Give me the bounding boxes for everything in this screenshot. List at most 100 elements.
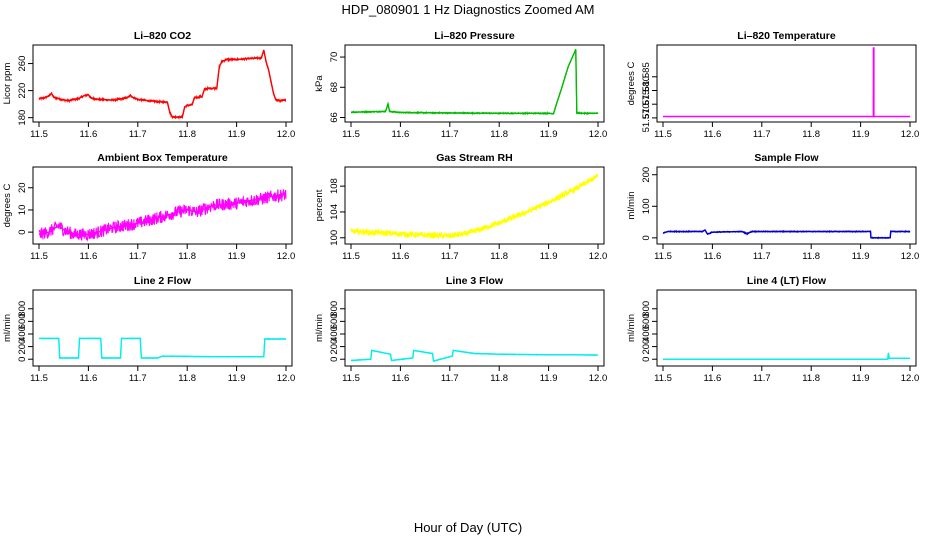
x-tick-label: 11.7 bbox=[753, 129, 771, 140]
x-tick-label: 11.7 bbox=[129, 251, 147, 262]
y-tick-label: 260 bbox=[17, 56, 28, 72]
series-line bbox=[38, 337, 287, 360]
panel-pressure: Li–820 Pressure 11.5 11.6 11.7 11.8 11.9 12.0 6… bbox=[314, 30, 607, 140]
y-axis-label: degrees C bbox=[2, 183, 13, 227]
panel-line2: Line 2 Flow 11.5 11.6 11.7 11.8 11.9 12.0 0 2004… bbox=[2, 275, 295, 384]
x-tick-label: 11.9 bbox=[540, 129, 558, 140]
panel-title: Line 3 Flow bbox=[446, 275, 504, 287]
x-tick-label: 11.5 bbox=[342, 251, 360, 262]
y-tick-label: 200 bbox=[329, 339, 340, 355]
panel-line4: Line 4 (LT) Flow 11.5 11.6 11.7 11.8 11.9 12.0… bbox=[626, 275, 919, 384]
x-tick-label: 11.6 bbox=[704, 129, 722, 140]
figure-title: HDP_080901 1 Hz Diagnostics Zoomed AM bbox=[342, 2, 595, 17]
x-tick-label: 12.0 bbox=[277, 251, 296, 262]
x-tick-label: 11.6 bbox=[80, 251, 98, 262]
x-tick-label: 11.8 bbox=[802, 251, 820, 262]
y-tick-label: 20 bbox=[17, 182, 28, 193]
x-tick-label: 11.7 bbox=[441, 373, 459, 384]
x-tick-label: 11.8 bbox=[490, 251, 508, 262]
y-tick-label: 200 bbox=[641, 167, 652, 183]
plot-frame bbox=[344, 289, 605, 367]
x-tick-label: 11.5 bbox=[654, 129, 672, 140]
y-tick-label: 51.575 bbox=[641, 90, 652, 119]
y-tick-label: 800 bbox=[329, 301, 340, 317]
x-tick-label: 11.7 bbox=[753, 251, 771, 262]
y-tick-label: 180 bbox=[17, 110, 28, 126]
x-tick-label: 11.9 bbox=[852, 129, 870, 140]
x-tick-label: 12.0 bbox=[277, 373, 296, 384]
y-axis-label: degrees C bbox=[626, 61, 637, 105]
series-vertices bbox=[38, 49, 287, 118]
y-tick-label: 66 bbox=[329, 112, 340, 123]
plot-frame bbox=[344, 166, 605, 245]
x-tick-label: 12.0 bbox=[901, 129, 920, 140]
x-tick-label: 11.6 bbox=[80, 373, 98, 384]
x-tick-label: 11.7 bbox=[441, 129, 459, 140]
y-tick-label: 104 bbox=[329, 204, 340, 220]
x-tick-label: 11.5 bbox=[654, 373, 672, 384]
series-vertices bbox=[39, 337, 286, 359]
panel-title: Sample Flow bbox=[754, 152, 819, 164]
x-tick-label: 11.9 bbox=[228, 373, 246, 384]
y-axis-label: ml/min bbox=[626, 192, 637, 220]
panel-title: Line 4 (LT) Flow bbox=[747, 275, 827, 287]
series-line bbox=[350, 173, 599, 240]
x-tick-label: 11.7 bbox=[129, 373, 147, 384]
y-tick-label: 100 bbox=[329, 230, 340, 246]
x-tick-label: 12.0 bbox=[589, 373, 608, 384]
x-tick-label: 11.6 bbox=[392, 373, 410, 384]
series-vertices bbox=[38, 193, 287, 235]
series-vertices bbox=[663, 47, 910, 118]
y-tick-label: 0 bbox=[17, 357, 28, 362]
y-tick-label: 0 bbox=[641, 235, 652, 240]
x-tick-label: 11.9 bbox=[540, 373, 558, 384]
x-tick-label: 12.0 bbox=[589, 251, 608, 262]
panel-title: Line 2 Flow bbox=[134, 275, 192, 287]
series-vertices bbox=[350, 49, 598, 115]
x-tick-label: 11.9 bbox=[228, 129, 246, 140]
y-tick-label: 600 bbox=[641, 313, 652, 329]
x-tick-label: 11.7 bbox=[441, 251, 459, 262]
x-tick-label: 11.5 bbox=[342, 129, 360, 140]
x-tick-label: 11.5 bbox=[30, 251, 48, 262]
x-tick-label: 12.0 bbox=[277, 129, 296, 140]
x-tick-label: 11.7 bbox=[753, 373, 771, 384]
panels: Li–820 CO2 11.5 11.6 11.7 11.8 11.9 12.0 180 220… bbox=[2, 30, 919, 384]
y-axis-label: Licor ppm bbox=[2, 63, 13, 105]
panel-title: Ambient Box Temperature bbox=[97, 152, 228, 164]
y-tick-label: 70 bbox=[329, 52, 340, 63]
x-tick-label: 11.8 bbox=[802, 373, 820, 384]
panel-title: Li–820 Pressure bbox=[434, 30, 515, 42]
x-tick-label: 11.9 bbox=[228, 251, 246, 262]
series-line bbox=[350, 349, 599, 362]
x-tick-label: 11.7 bbox=[129, 129, 147, 140]
panel-li820temp: Li–820 Temperature 11.5 11.6 11.7 11.8 11.9 12… bbox=[626, 30, 919, 140]
series-vertices bbox=[350, 175, 599, 237]
y-tick-label: 0 bbox=[17, 229, 28, 234]
x-tick-label: 11.8 bbox=[802, 129, 820, 140]
x-tick-label: 11.9 bbox=[852, 373, 870, 384]
y-axis-label: ml/min bbox=[314, 314, 325, 342]
panel-title: Li–820 CO2 bbox=[134, 30, 191, 42]
x-tick-label: 11.5 bbox=[342, 373, 360, 384]
x-tick-label: 11.6 bbox=[392, 129, 410, 140]
y-tick-label: 68 bbox=[329, 82, 340, 93]
x-tick-label: 11.9 bbox=[852, 251, 870, 262]
x-tick-label: 11.8 bbox=[490, 129, 508, 140]
y-tick-label: 51.580 bbox=[641, 76, 652, 105]
plot-frame bbox=[656, 289, 917, 367]
x-tick-label: 11.6 bbox=[392, 251, 410, 262]
panel-co2: Li–820 CO2 11.5 11.6 11.7 11.8 11.9 12.0 180 220… bbox=[2, 30, 295, 140]
x-tick-label: 12.0 bbox=[589, 129, 608, 140]
x-tick-label: 11.5 bbox=[654, 251, 672, 262]
series-vertices bbox=[350, 349, 599, 362]
y-tick-label: 200 bbox=[17, 339, 28, 355]
x-tick-label: 11.8 bbox=[490, 373, 508, 384]
y-axis-label: percent bbox=[314, 189, 325, 221]
series-vertices bbox=[662, 229, 910, 239]
x-tick-label: 11.6 bbox=[704, 373, 722, 384]
x-tick-label: 11.8 bbox=[178, 129, 196, 140]
x-tick-label: 11.8 bbox=[178, 373, 196, 384]
x-tick-label: 11.6 bbox=[80, 129, 98, 140]
